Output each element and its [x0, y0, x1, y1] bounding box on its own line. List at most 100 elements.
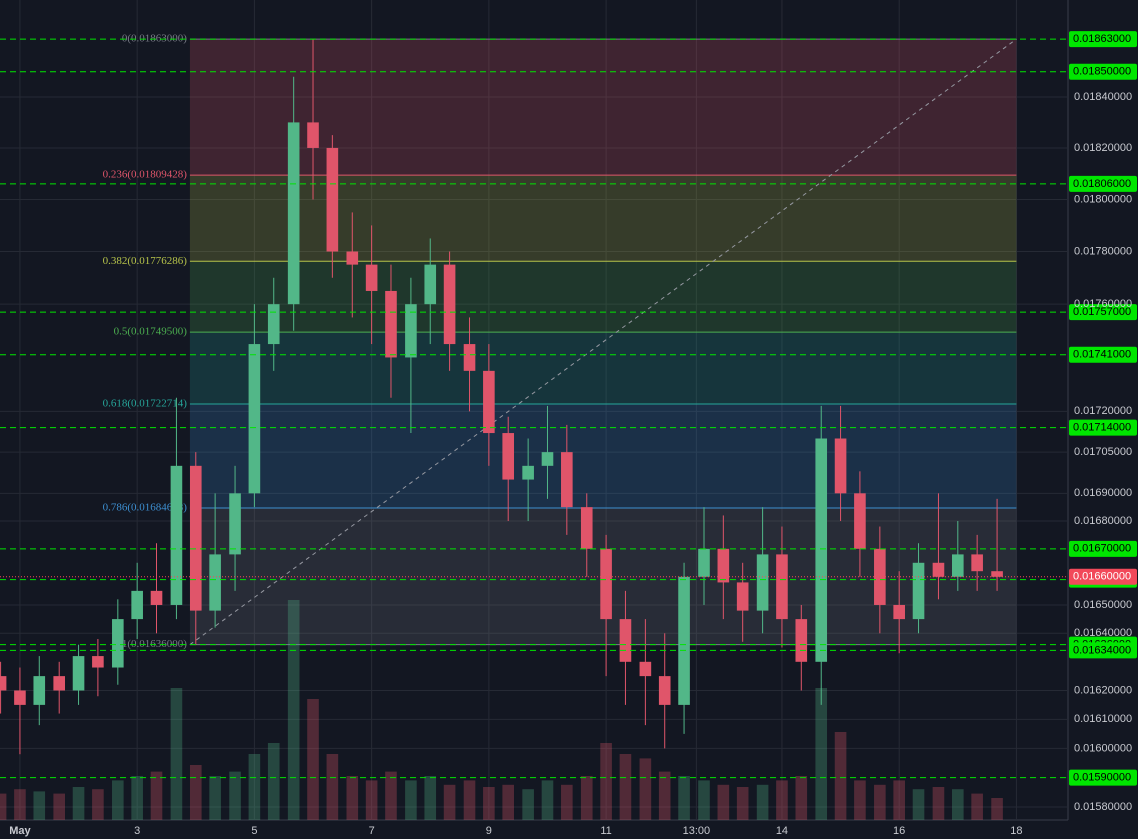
- y-tick-label: 0.01800000: [1074, 193, 1132, 205]
- candle-body: [92, 656, 104, 668]
- level-label: 0.01590000: [1073, 772, 1131, 784]
- x-tick-label: 7: [369, 825, 375, 837]
- candle-body: [346, 251, 359, 265]
- candle-body: [971, 554, 983, 572]
- candle-body: [170, 465, 183, 605]
- candle-body: [756, 554, 769, 611]
- volume-bar: [932, 787, 945, 820]
- fib-label: 0.618(0.01722714): [103, 398, 188, 410]
- level-tag: [1069, 540, 1137, 557]
- level-label: 0.01757000: [1073, 306, 1131, 318]
- volume-bar: [541, 780, 554, 820]
- volume-bar: [0, 793, 7, 820]
- volume-bar: [776, 780, 788, 820]
- fib-band: [189, 261, 1017, 333]
- candle-body: [326, 147, 339, 252]
- volume-bar: [639, 758, 652, 820]
- volume-bar: [112, 780, 124, 820]
- y-tick-label: 0.01600000: [1074, 742, 1132, 754]
- volume-bar: [600, 743, 612, 820]
- volume-bar: [658, 771, 671, 820]
- level-label: 0.01714000: [1073, 422, 1131, 434]
- fib-trend-line: [189, 38, 1017, 646]
- level-tag: [1069, 304, 1137, 321]
- candle-body: [795, 619, 808, 662]
- candle-body: [502, 433, 515, 480]
- candle-body: [463, 344, 476, 371]
- candle-body: [0, 676, 7, 691]
- y-tick-label: 0.01760000: [1074, 298, 1132, 310]
- candle-body: [834, 438, 847, 494]
- candle-body: [14, 690, 26, 705]
- candle-body: [776, 554, 788, 620]
- level-label: 0.01850000: [1073, 66, 1131, 78]
- volume-bar: [502, 784, 515, 820]
- y-tick-label: 0.01720000: [1074, 405, 1132, 417]
- y-tick-label: 0.01680000: [1074, 515, 1132, 527]
- candle-body: [815, 438, 828, 662]
- volume-bar: [346, 776, 359, 820]
- fib-label: 0.5(0.01749500): [114, 326, 188, 338]
- fib-band: [189, 332, 1017, 404]
- volume-bar: [463, 780, 476, 820]
- candle-body: [209, 554, 221, 611]
- last-price-label: 0.01660000: [1073, 571, 1131, 583]
- x-tick-label: 3: [134, 825, 140, 837]
- level-tag: [1069, 642, 1137, 659]
- volume-bar: [678, 776, 690, 820]
- candle-body: [698, 548, 710, 577]
- level-label: 0.01806000: [1073, 178, 1131, 190]
- candle-body: [424, 264, 437, 305]
- volume-bar: [131, 776, 143, 820]
- candle-body: [893, 604, 905, 620]
- y-tick-label: 0.01650000: [1074, 599, 1132, 611]
- candle-body: [854, 493, 866, 549]
- volume-bar: [267, 743, 280, 820]
- candle-body: [541, 452, 554, 466]
- level-tag: [1069, 769, 1137, 786]
- volume-bar: [912, 789, 925, 820]
- candle-body: [580, 507, 593, 549]
- x-tick-label: 9: [486, 825, 492, 837]
- y-tick-label: 0.01610000: [1074, 713, 1132, 725]
- candle-body: [658, 676, 671, 705]
- fib-band: [189, 39, 1017, 176]
- level-tag: [1069, 175, 1137, 192]
- level-label: 0.01670000: [1073, 543, 1131, 555]
- level-tag: [1069, 63, 1137, 80]
- candle-body: [267, 304, 280, 345]
- volume-bar: [991, 798, 1003, 820]
- candle-body: [443, 264, 456, 345]
- candle-body: [33, 676, 46, 705]
- fib-band: [189, 403, 1017, 509]
- candle-body: [678, 576, 690, 705]
- candle-body: [385, 290, 397, 358]
- fib-label: 0.236(0.01809428): [103, 169, 188, 181]
- candle-body: [951, 554, 964, 577]
- volume-bar: [307, 699, 319, 820]
- volume-bar: [72, 787, 85, 820]
- volume-bar: [874, 784, 886, 820]
- volume-bar: [209, 776, 221, 820]
- volume-bar: [248, 754, 261, 820]
- x-tick-label: 11: [600, 825, 611, 837]
- volume-bar: [424, 776, 437, 820]
- volume-bar: [795, 776, 808, 820]
- volume-bar: [698, 780, 710, 820]
- volume-bar: [92, 789, 104, 820]
- fib-label: 0.382(0.01776286): [103, 255, 188, 267]
- volume-bar: [326, 754, 339, 820]
- volume-bar: [53, 793, 66, 820]
- fib-band: [189, 175, 1017, 262]
- volume-bar: [854, 780, 866, 820]
- volume-bar: [756, 784, 769, 820]
- volume-bar: [287, 600, 300, 820]
- candle-body: [483, 370, 495, 434]
- candle-body: [150, 590, 163, 605]
- x-tick-label: 14: [776, 825, 788, 837]
- y-tick-label: 0.01580000: [1074, 801, 1132, 813]
- x-tick-label: 5: [251, 825, 257, 837]
- candle-body: [189, 465, 202, 611]
